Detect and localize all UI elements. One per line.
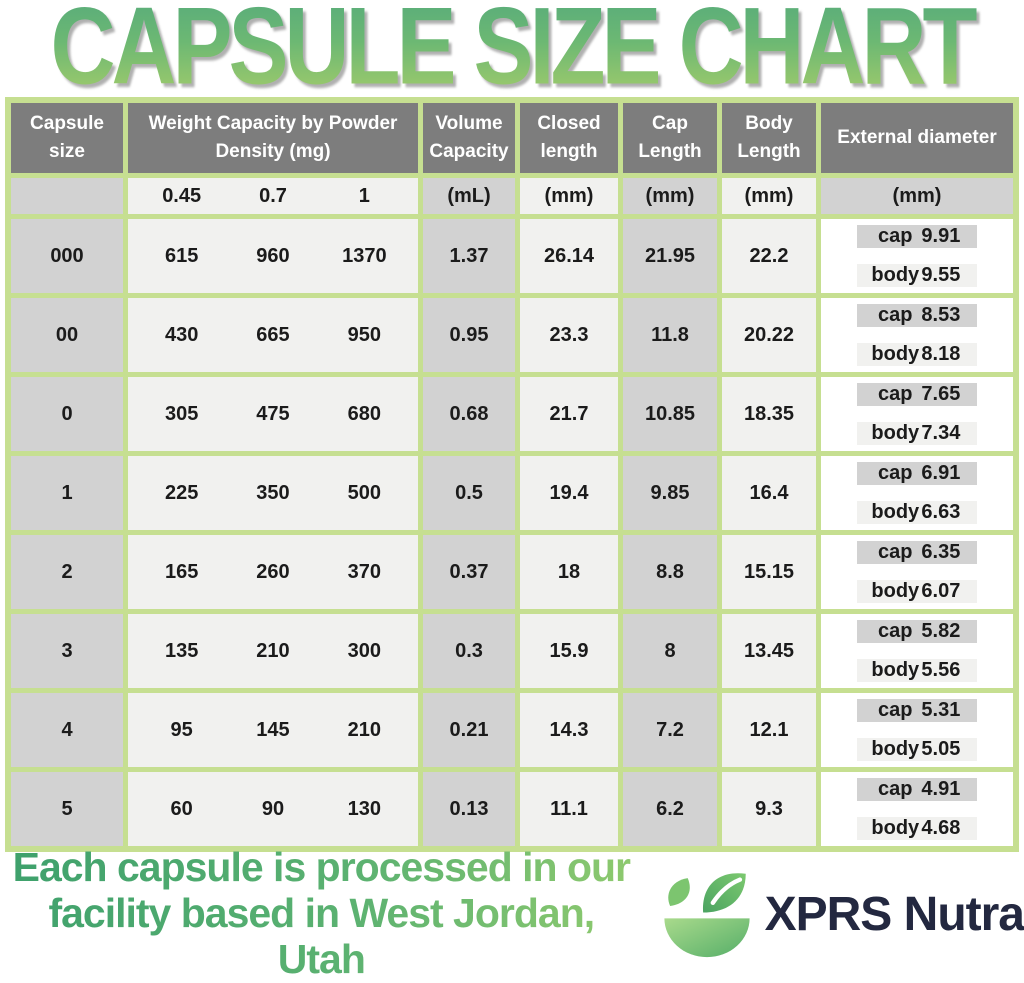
volume-cell: 0.5 (423, 456, 515, 530)
capsule-size-cell: 3 (11, 614, 123, 688)
external-diameter-cell: cap 5.31 body 5.05 (821, 693, 1013, 767)
ext-body-row: body 5.56 (857, 658, 977, 682)
volume-cell: 0.37 (423, 535, 515, 609)
external-diameter-cell: cap 4.91 body 4.68 (821, 772, 1013, 846)
weight-capacity-cell: 165 260 370 (128, 535, 418, 609)
cap-length-cell: 8 (623, 614, 717, 688)
closed-length-cell: 26.14 (520, 219, 618, 293)
weight-capacity-cell: 430 665 950 (128, 298, 418, 372)
cap-length-cell: 11.8 (623, 298, 717, 372)
ext-body-row: body 7.34 (857, 421, 977, 445)
volume-cell: 1.37 (423, 219, 515, 293)
cap-length-cell: 9.85 (623, 456, 717, 530)
ext-cap-row: cap 7.65 (857, 383, 977, 407)
capsule-size-cell: 000 (11, 219, 123, 293)
body-length-cell: 16.4 (722, 456, 816, 530)
facility-note-line2: facility based in West Jordan, Utah (48, 890, 595, 982)
density-0.45: 0.45 (162, 184, 202, 207)
units-cap: (mm) (623, 178, 717, 214)
ext-body-row: body 5.05 (857, 737, 977, 761)
body-length-cell: 18.35 (722, 377, 816, 451)
capsule-size-cell: 0 (11, 377, 123, 451)
capsule-size-cell: 4 (11, 693, 123, 767)
volume-cell: 0.95 (423, 298, 515, 372)
units-external: (mm) (821, 178, 1013, 214)
units-capsule-size-empty (11, 178, 123, 214)
weight-capacity-cell: 225 350 500 (128, 456, 418, 530)
ext-body-row: body 9.55 (857, 263, 977, 287)
brand-name: XPRS Nutra (764, 887, 1024, 941)
weight-capacity-cell: 615 960 1370 (128, 219, 418, 293)
header-capsule-size: Capsule size (11, 103, 123, 173)
ext-cap-row: cap 6.35 (857, 541, 977, 565)
closed-length-cell: 11.1 (520, 772, 618, 846)
header-volume-capacity: Volume Capacity (423, 103, 515, 173)
ext-cap-row: cap 9.91 (857, 225, 977, 249)
cap-length-cell: 21.95 (623, 219, 717, 293)
header-weight-capacity: Weight Capacity by Powder Density (mg) (128, 103, 418, 173)
ext-cap-row: cap 5.82 (857, 620, 977, 644)
capsule-size-cell: 5 (11, 772, 123, 846)
ext-body-row: body 8.18 (857, 342, 977, 366)
header-body-length: Body Length (722, 103, 816, 173)
body-length-cell: 20.22 (722, 298, 816, 372)
body-length-cell: 12.1 (722, 693, 816, 767)
closed-length-cell: 21.7 (520, 377, 618, 451)
units-densities: 0.45 0.7 1 (128, 178, 418, 214)
ext-body-row: body 4.68 (857, 816, 977, 840)
capsule-size-table: Capsule size Weight Capacity by Powder D… (5, 97, 1019, 852)
body-length-cell: 15.15 (722, 535, 816, 609)
external-diameter-cell: cap 8.53 body 8.18 (821, 298, 1013, 372)
body-length-cell: 9.3 (722, 772, 816, 846)
volume-cell: 0.13 (423, 772, 515, 846)
density-1: 1 (358, 184, 370, 207)
header-closed-length: Closed length (520, 103, 618, 173)
weight-capacity-cell: 95 145 210 (128, 693, 418, 767)
capsule-size-cell: 2 (11, 535, 123, 609)
external-diameter-cell: cap 6.35 body 6.07 (821, 535, 1013, 609)
closed-length-cell: 15.9 (520, 614, 618, 688)
header-cap-length: Cap Length (623, 103, 717, 173)
cap-length-cell: 10.85 (623, 377, 717, 451)
ext-cap-row: cap 5.31 (857, 699, 977, 723)
header-external-diameter: External diameter (821, 103, 1013, 173)
closed-length-cell: 14.3 (520, 693, 618, 767)
ext-cap-row: cap 6.91 (857, 462, 977, 486)
volume-cell: 0.3 (423, 614, 515, 688)
units-body: (mm) (722, 178, 816, 214)
volume-cell: 0.21 (423, 693, 515, 767)
mortar-leaves-icon (663, 873, 750, 958)
page-title: CAPSULE SIZE CHART (0, 0, 1024, 107)
ext-body-row: body 6.63 (857, 500, 977, 524)
brand-logo: XPRS Nutra (657, 868, 1024, 960)
closed-length-cell: 23.3 (520, 298, 618, 372)
density-0.7: 0.7 (259, 184, 287, 207)
external-diameter-cell: cap 9.91 body 9.55 (821, 219, 1013, 293)
external-diameter-cell: cap 6.91 body 6.63 (821, 456, 1013, 530)
closed-length-cell: 19.4 (520, 456, 618, 530)
cap-length-cell: 7.2 (623, 693, 717, 767)
volume-cell: 0.68 (423, 377, 515, 451)
cap-length-cell: 8.8 (623, 535, 717, 609)
ext-body-row: body 6.07 (857, 579, 977, 603)
units-closed: (mm) (520, 178, 618, 214)
cap-length-cell: 6.2 (623, 772, 717, 846)
facility-note: Each capsule is processed in our facilit… (0, 845, 643, 983)
capsule-size-cell: 00 (11, 298, 123, 372)
weight-capacity-cell: 60 90 130 (128, 772, 418, 846)
weight-capacity-cell: 135 210 300 (128, 614, 418, 688)
weight-capacity-cell: 305 475 680 (128, 377, 418, 451)
footer: Each capsule is processed in our facilit… (0, 858, 1024, 970)
external-diameter-cell: cap 7.65 body 7.34 (821, 377, 1013, 451)
ext-cap-row: cap 8.53 (857, 304, 977, 328)
body-length-cell: 22.2 (722, 219, 816, 293)
ext-cap-row: cap 4.91 (857, 778, 977, 802)
capsule-size-cell: 1 (11, 456, 123, 530)
closed-length-cell: 18 (520, 535, 618, 609)
body-length-cell: 13.45 (722, 614, 816, 688)
facility-note-line1: Each capsule is processed in our (12, 844, 631, 891)
units-volume: (mL) (423, 178, 515, 214)
external-diameter-cell: cap 5.82 body 5.56 (821, 614, 1013, 688)
